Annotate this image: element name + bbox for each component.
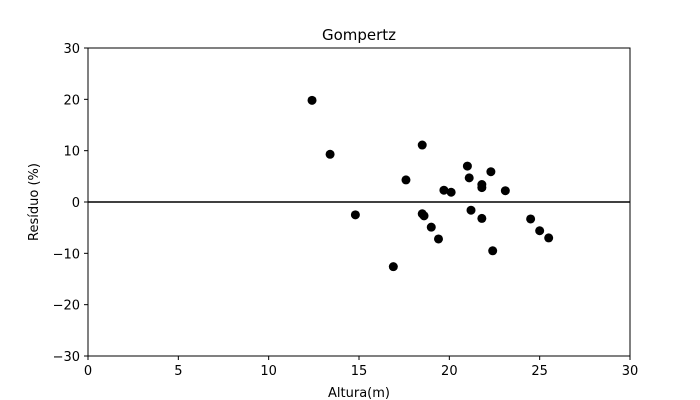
x-axis-ticks: 0 5 10 15 20 25 30: [84, 356, 638, 379]
scatter-point: [488, 246, 498, 256]
scatter-point: [401, 175, 411, 185]
scatter-point: [477, 183, 487, 193]
y-tick-label: −20: [53, 299, 80, 314]
chart-title: Gompertz: [322, 26, 396, 44]
scatter-point: [426, 222, 436, 232]
x-tick-label: 20: [441, 364, 458, 379]
x-axis-label: Altura(m): [328, 386, 390, 400]
scatter-point: [544, 233, 554, 243]
y-axis-label: Resíduo (%): [27, 163, 42, 241]
scatter-point: [325, 149, 335, 159]
y-axis-ticks: −30 −20 −10 0 10 20 30: [53, 42, 88, 365]
y-tick-label: −10: [53, 247, 80, 262]
scatter-point: [477, 213, 487, 223]
scatter-point: [388, 262, 398, 272]
scatter-point: [486, 167, 496, 177]
scatter-point: [439, 185, 449, 195]
x-tick-label: 0: [84, 364, 92, 379]
scatter-point: [466, 205, 476, 215]
scatter-point: [462, 161, 472, 171]
data-points: [307, 95, 554, 272]
x-tick-label: 10: [260, 364, 277, 379]
x-tick-label: 15: [351, 364, 368, 379]
x-tick-label: 25: [531, 364, 548, 379]
scatter-point: [535, 226, 545, 236]
scatter-point: [500, 186, 510, 196]
scatter-point: [417, 140, 427, 150]
y-tick-label: −30: [53, 350, 80, 365]
scatter-point: [307, 95, 317, 105]
scatter-point: [419, 211, 429, 221]
scatter-point: [433, 234, 443, 244]
scatter-point: [446, 187, 456, 197]
y-tick-label: 30: [63, 42, 80, 57]
x-tick-label: 30: [622, 364, 639, 379]
scatter-point: [526, 214, 536, 224]
scatter-point: [464, 173, 474, 183]
x-tick-label: 5: [174, 364, 182, 379]
scatter-point: [350, 210, 360, 220]
y-tick-label: 10: [63, 145, 80, 160]
y-tick-label: 0: [72, 196, 80, 211]
y-tick-label: 20: [63, 93, 80, 108]
